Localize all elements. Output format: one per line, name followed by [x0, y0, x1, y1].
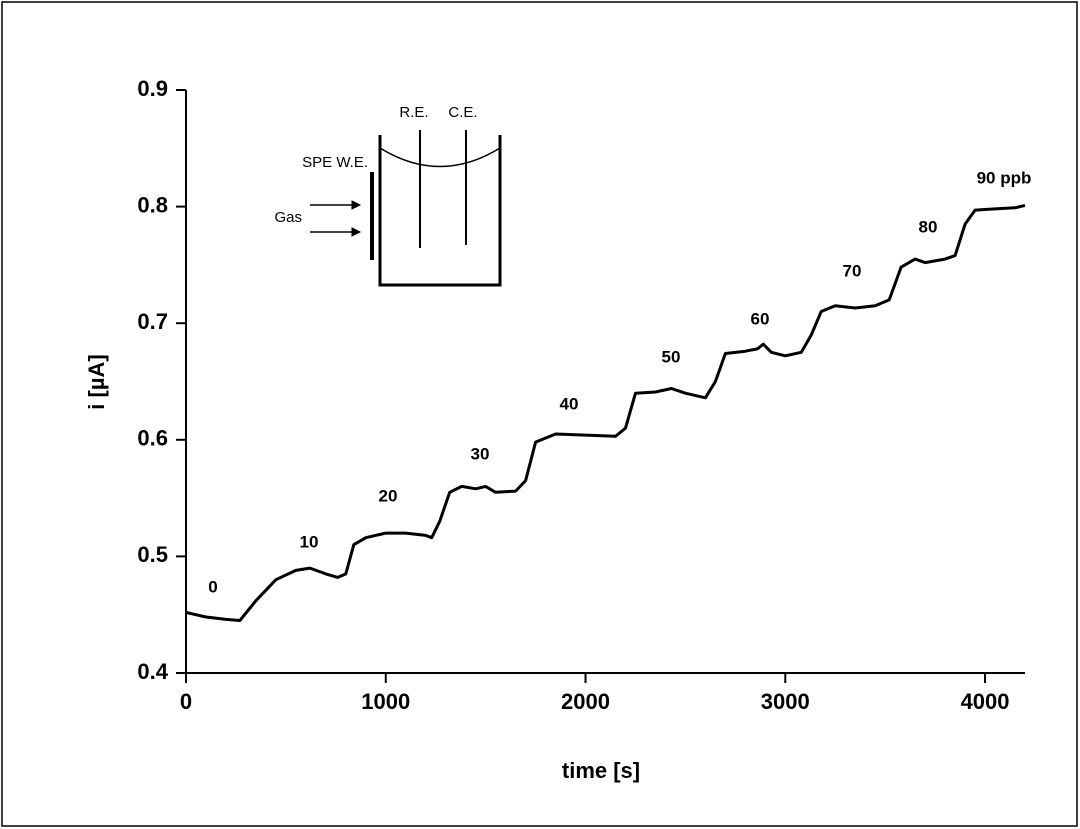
y-tick-label: 0.9 — [137, 76, 168, 101]
annotation: 30 — [471, 444, 490, 463]
inset-label: Gas — [274, 209, 302, 226]
x-tick-label: 1000 — [361, 689, 410, 714]
liquid-surface — [379, 147, 501, 168]
annotation: 0 — [208, 577, 217, 596]
y-axis-label: i [µA] — [84, 354, 109, 409]
annotation: 20 — [379, 486, 398, 505]
x-tick-label: 2000 — [561, 689, 610, 714]
annotation: 40 — [560, 394, 579, 413]
gas-arrowhead — [351, 200, 362, 210]
x-tick-label: 3000 — [761, 689, 810, 714]
inset-label: C.E. — [448, 104, 477, 121]
x-tick-label: 0 — [180, 689, 192, 714]
inset-label: SPE W.E. — [302, 154, 368, 171]
annotation: 60 — [751, 309, 770, 328]
x-axis-label: time [s] — [562, 758, 640, 783]
x-tick-label: 4000 — [961, 689, 1010, 714]
annotation: 90 ppb — [977, 168, 1032, 187]
annotation: 50 — [662, 347, 681, 366]
y-tick-label: 0.5 — [137, 542, 168, 567]
inset — [310, 130, 502, 287]
annotation: 70 — [843, 261, 862, 280]
cell-wall — [378, 135, 502, 287]
inset-label: R.E. — [399, 104, 428, 121]
y-tick-label: 0.4 — [137, 659, 168, 684]
gas-arrowhead — [351, 227, 362, 237]
annotation: 10 — [300, 532, 319, 551]
y-tick-label: 0.8 — [137, 192, 168, 217]
y-tick-label: 0.6 — [137, 426, 168, 451]
annotation: 80 — [919, 217, 938, 236]
data-line — [185, 203, 1026, 622]
y-tick-label: 0.7 — [137, 309, 168, 334]
